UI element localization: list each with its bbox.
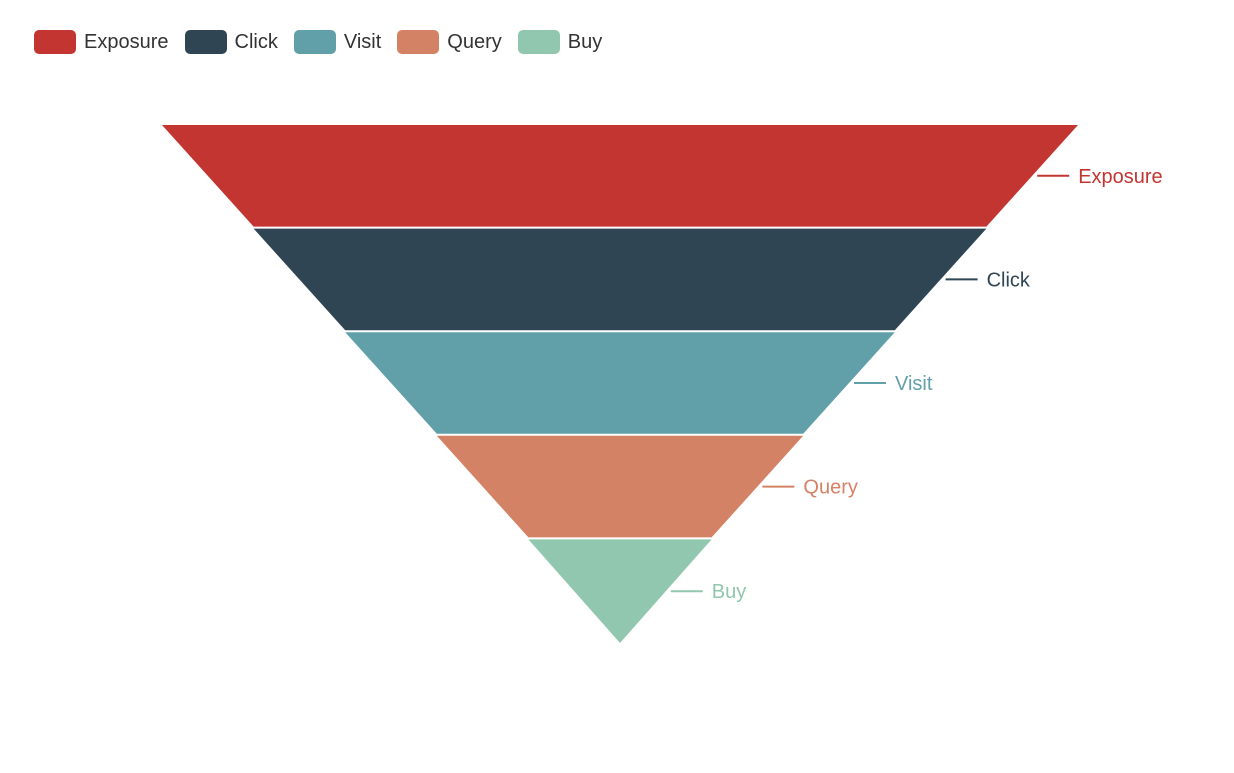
legend: Exposure Click Visit Query Buy [34, 30, 602, 54]
legend-label-buy: Buy [567, 30, 603, 53]
legend-item-buy[interactable]: Buy [517, 30, 603, 54]
funnel-segment-click[interactable] [253, 228, 987, 331]
funnel-segment-visit[interactable] [345, 332, 895, 434]
legend-swatch-exposure [34, 30, 76, 54]
funnel-segment-exposure[interactable] [162, 125, 1078, 227]
legend-swatch-click [184, 30, 227, 54]
legend-label-exposure: Exposure [84, 30, 169, 53]
legend-label-click: Click [234, 30, 278, 53]
legend-item-exposure[interactable]: Exposure [34, 30, 169, 54]
legend-item-click[interactable]: Click [184, 30, 278, 54]
legend-swatch-buy [517, 30, 560, 54]
legend-item-visit[interactable]: Visit [293, 30, 382, 54]
funnel-label-buy: Buy [712, 581, 746, 603]
legend-swatch-query [397, 30, 440, 54]
legend-swatch-visit [293, 30, 336, 54]
funnel-label-visit: Visit [895, 373, 933, 395]
funnel-label-click: Click [987, 269, 1031, 291]
funnel-segment-buy[interactable] [528, 539, 712, 643]
funnel-label-exposure: Exposure [1078, 166, 1163, 188]
legend-label-query: Query [447, 30, 502, 53]
funnel-segment-query[interactable] [436, 435, 804, 538]
legend-label-visit: Visit [343, 30, 382, 53]
legend-item-query[interactable]: Query [397, 30, 502, 54]
funnel-label-query: Query [803, 477, 857, 499]
